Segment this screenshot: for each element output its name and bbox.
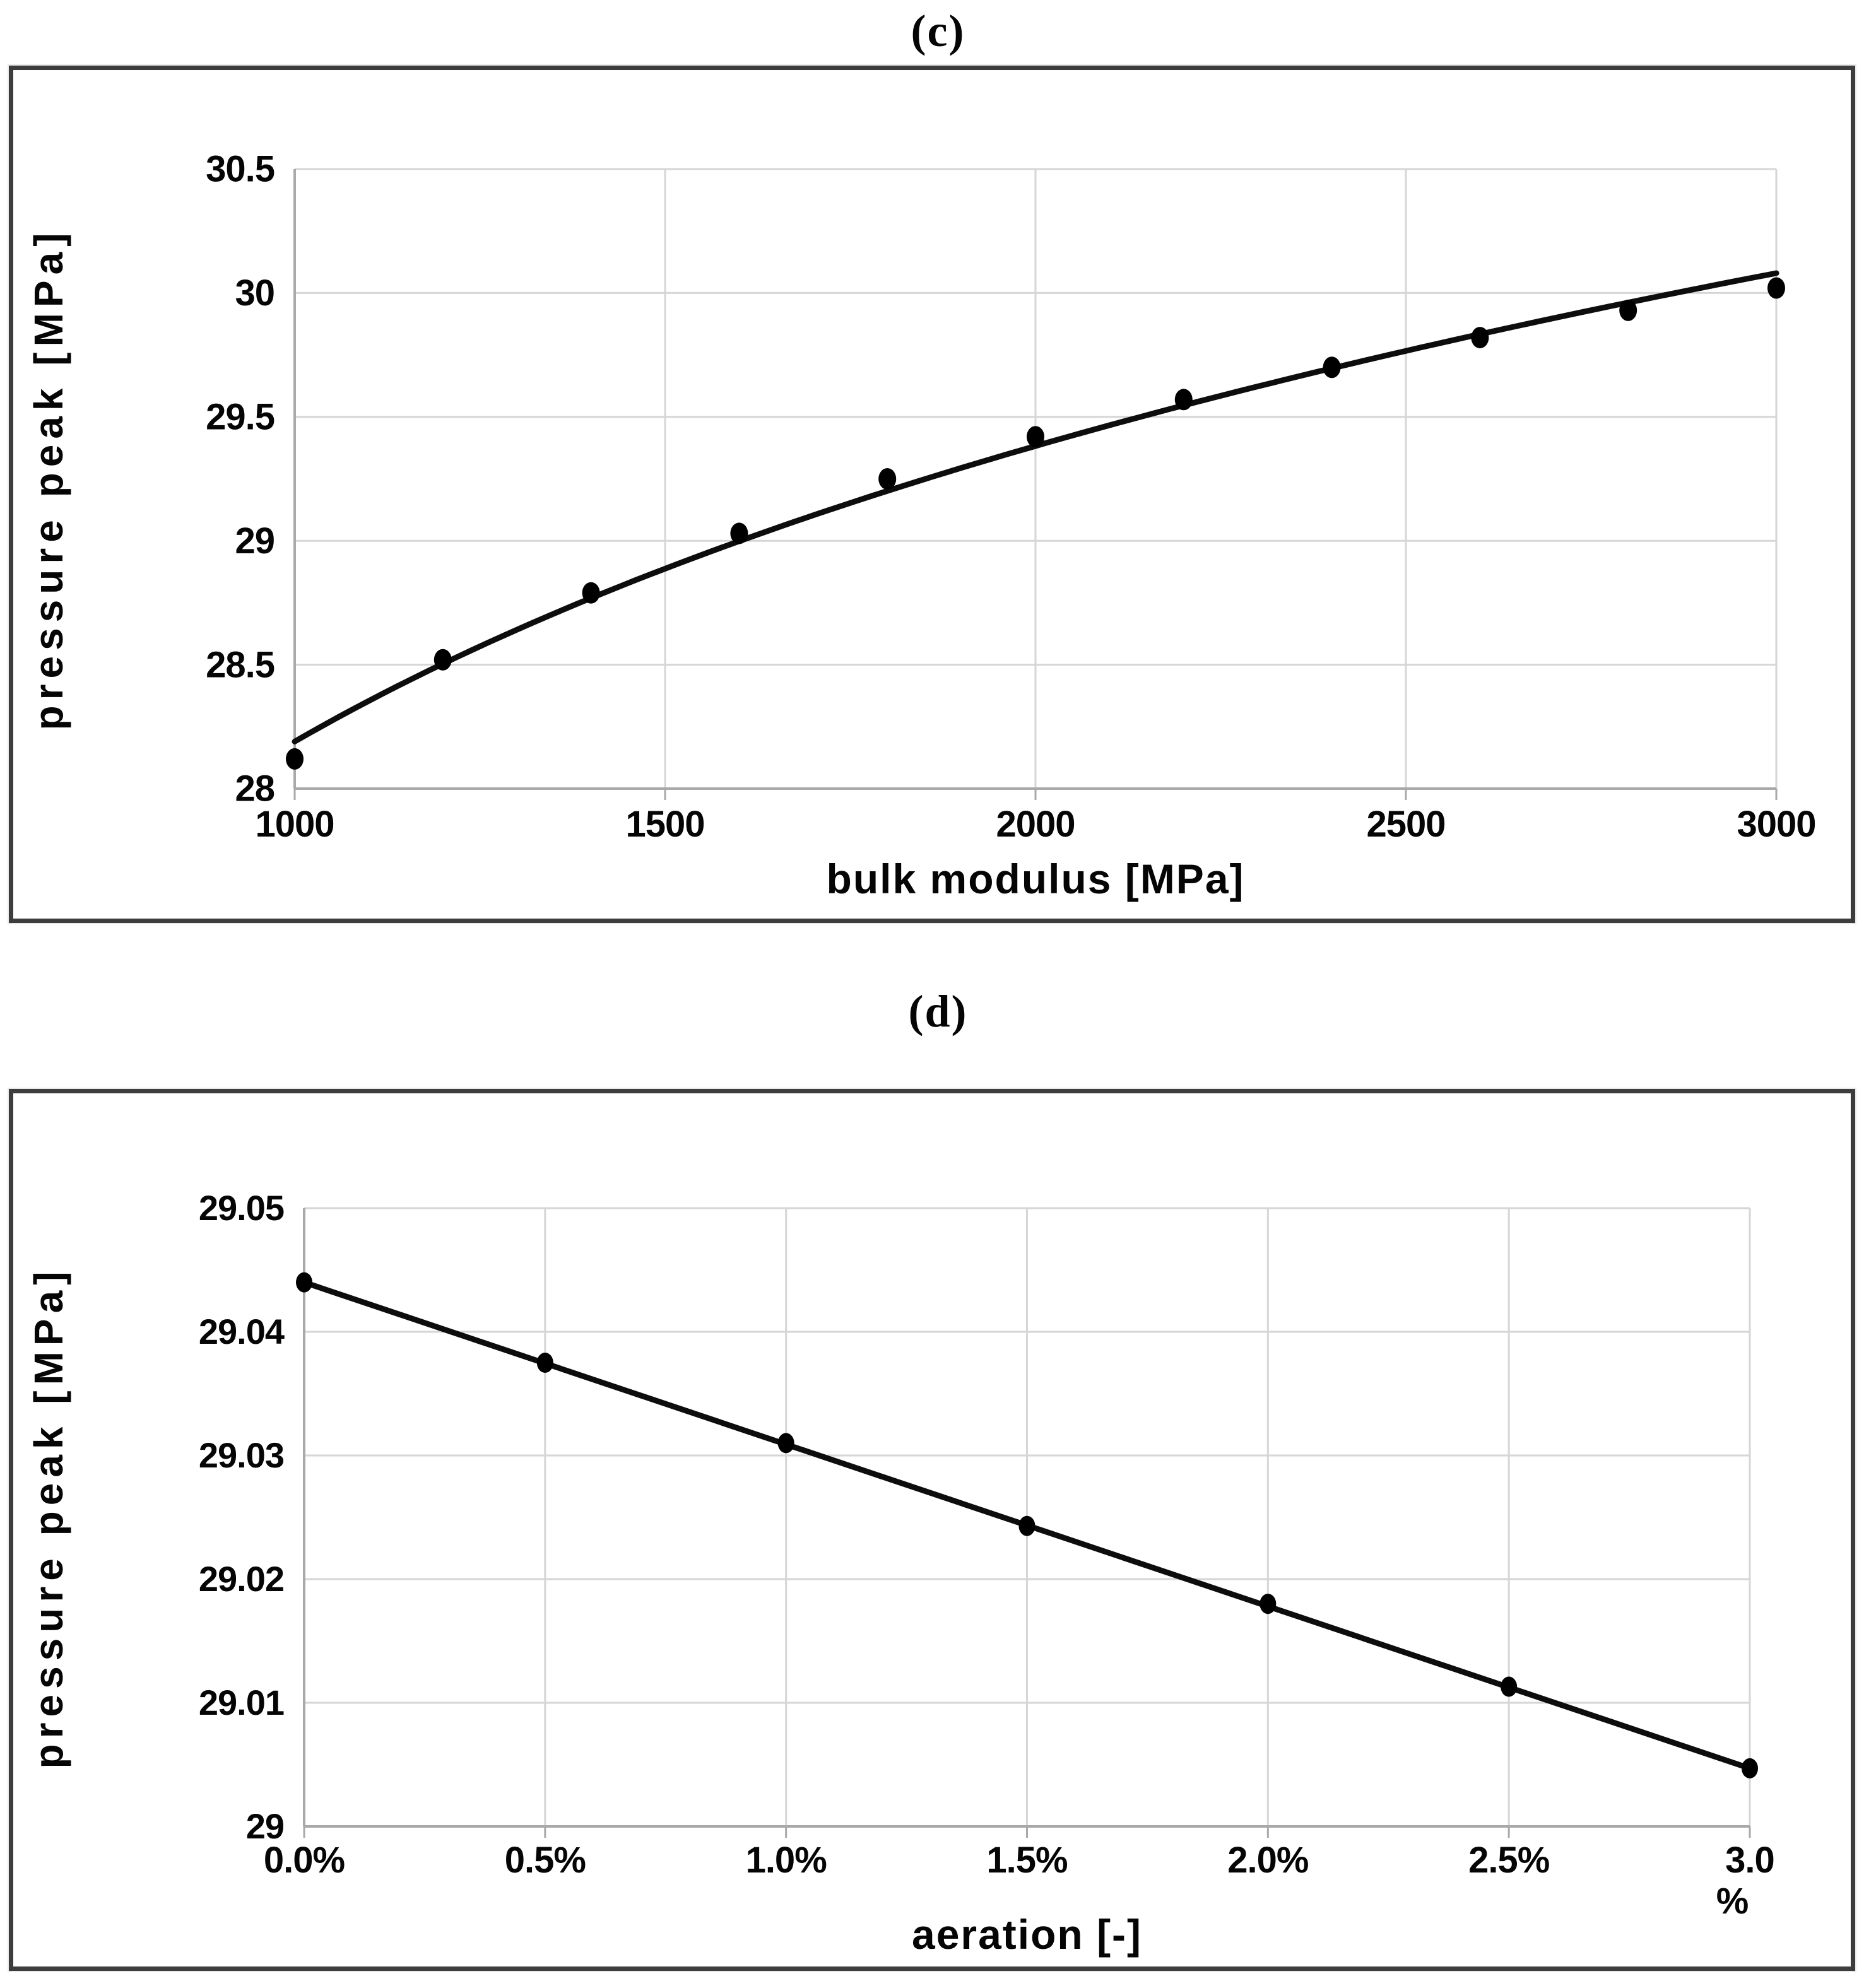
y-tick-label: 30.5: [206, 149, 274, 190]
x-tick-label: 1000: [255, 804, 334, 845]
y-axis-title: pressure peak [MPa]: [26, 227, 71, 730]
x-axis-title: bulk modulus [MPa]: [827, 855, 1245, 902]
data-point: [536, 1353, 553, 1373]
data-point: [582, 582, 600, 604]
data-point: [1323, 356, 1341, 379]
chart-panel-c: 30.5 30 29.5 29 28.5 28 1000 1500 2000 2500 3000 bu…: [9, 66, 1855, 923]
x-tick-label: 2500: [1366, 804, 1445, 845]
data-point: [1471, 327, 1489, 349]
data-point: [730, 522, 748, 544]
x-tick-label: 1500: [625, 804, 704, 845]
y-tick-label: 28.5: [206, 644, 274, 685]
data-point: [1767, 277, 1785, 299]
y-tick-label: 30: [235, 273, 274, 314]
y-tick-label: 29.05: [199, 1188, 284, 1228]
x-tick-label: 2.5%: [1468, 1840, 1550, 1881]
x-tick-label: 2000: [996, 804, 1075, 845]
data-point: [878, 468, 897, 490]
data-point: [1501, 1676, 1518, 1697]
x-tick-label: 0.5%: [505, 1840, 586, 1881]
x-axis-title: aeration [-]: [912, 1911, 1142, 1958]
data-point: [1027, 426, 1044, 448]
y-tick-label: 29.04: [199, 1312, 285, 1351]
data-point: [777, 1433, 794, 1454]
y-axis-title: pressure peak [MPa]: [26, 1266, 71, 1768]
data-point: [1174, 389, 1193, 411]
data-point: [1742, 1758, 1758, 1778]
y-tick-label: 29: [235, 520, 274, 561]
data-point: [286, 748, 304, 770]
x-tick-label-unit: %: [1716, 1881, 1749, 1922]
data-point: [1018, 1515, 1035, 1536]
data-point: [1619, 299, 1637, 321]
x-tick-label: 1.0%: [746, 1840, 827, 1881]
panel-c-label: (c): [911, 6, 965, 56]
x-tick-label: 1.5%: [986, 1840, 1068, 1881]
data-point: [1260, 1594, 1277, 1614]
x-tick-label: 3000: [1737, 804, 1815, 845]
x-tick-label: 2.0%: [1227, 1840, 1309, 1881]
y-tick-label: 29.02: [199, 1559, 284, 1599]
y-tick-label: 29.5: [206, 397, 274, 438]
data-point: [296, 1272, 312, 1293]
data-point: [434, 649, 452, 671]
y-tick-label: 29.03: [199, 1435, 284, 1475]
y-tick-label: 29.01: [199, 1683, 284, 1722]
x-tick-label: 0.0%: [264, 1840, 345, 1881]
x-tick-label: 3.0: [1725, 1840, 1774, 1881]
y-tick-label: 28: [235, 768, 274, 809]
chart-panel-d: 29.05 29.04 29.03 29.02 29.01 29 0.0% 0.5% 1.0% 1…: [9, 1089, 1855, 1971]
pressure-peak-vs-aeration-chart: 29.05 29.04 29.03 29.02 29.01 290.0% 0.5% 1.0% 1…: [26, 1188, 1775, 1958]
panel-d-label: (d): [908, 986, 968, 1037]
y-tick-label: 29: [246, 1806, 284, 1846]
